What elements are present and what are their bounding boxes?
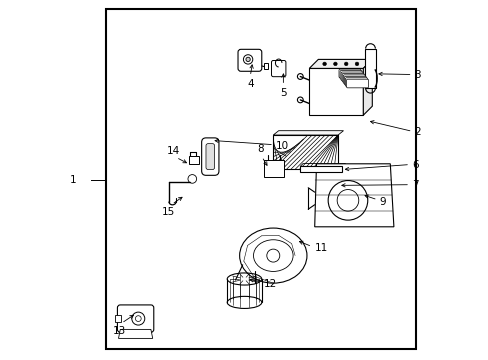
Bar [365, 49, 375, 88]
FancyBboxPatch shape [238, 49, 261, 71]
Bar [309, 68, 363, 115]
FancyBboxPatch shape [344, 76, 366, 85]
Text: 2: 2 [413, 127, 420, 138]
FancyBboxPatch shape [346, 79, 368, 88]
Text: 3: 3 [413, 69, 420, 80]
FancyBboxPatch shape [338, 69, 360, 78]
Polygon shape [309, 59, 371, 68]
Text: 10: 10 [276, 141, 289, 151]
Text: 7: 7 [411, 180, 418, 190]
Text: 14: 14 [166, 145, 180, 156]
Text: 5: 5 [280, 88, 286, 98]
Circle shape [344, 62, 347, 66]
FancyBboxPatch shape [345, 78, 366, 86]
Bar [300, 166, 341, 172]
FancyBboxPatch shape [337, 68, 359, 76]
Bar [263, 63, 267, 69]
FancyBboxPatch shape [271, 60, 285, 77]
Text: 13: 13 [112, 326, 125, 336]
Bar [264, 160, 284, 177]
Circle shape [333, 62, 337, 66]
Text: 6: 6 [411, 159, 418, 170]
FancyBboxPatch shape [205, 144, 214, 170]
Text: 11: 11 [314, 243, 327, 253]
Polygon shape [314, 164, 393, 227]
Polygon shape [363, 59, 371, 115]
Circle shape [322, 62, 325, 66]
Bar [106, 9, 415, 349]
Text: 1: 1 [70, 175, 77, 185]
FancyBboxPatch shape [117, 305, 153, 332]
Text: 4: 4 [246, 79, 253, 89]
FancyBboxPatch shape [343, 75, 365, 84]
FancyBboxPatch shape [342, 73, 364, 82]
Polygon shape [273, 131, 343, 135]
Text: 8: 8 [257, 144, 264, 154]
Text: 15: 15 [162, 207, 175, 217]
Bar [188, 156, 199, 164]
Polygon shape [118, 329, 152, 338]
FancyBboxPatch shape [201, 138, 219, 175]
FancyBboxPatch shape [341, 72, 363, 81]
Text: 12: 12 [264, 279, 277, 289]
Circle shape [245, 57, 250, 62]
Circle shape [354, 62, 358, 66]
FancyBboxPatch shape [339, 71, 361, 79]
Bar [273, 135, 337, 169]
Bar [115, 315, 121, 322]
Text: 9: 9 [379, 197, 386, 207]
Bar [273, 135, 337, 169]
